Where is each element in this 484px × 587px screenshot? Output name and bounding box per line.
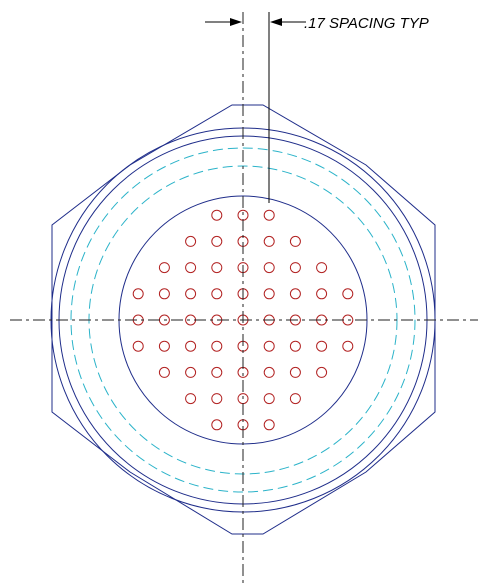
pin-hole bbox=[211, 209, 223, 221]
pin-hole bbox=[211, 366, 223, 378]
pin-hole bbox=[211, 419, 223, 431]
pin-hole bbox=[316, 366, 328, 378]
pin-hole bbox=[132, 288, 144, 300]
pin-hole-pattern bbox=[132, 209, 354, 431]
pin-hole bbox=[342, 340, 354, 352]
pin-hole bbox=[316, 340, 328, 352]
pin-hole bbox=[237, 209, 249, 221]
pin-hole bbox=[316, 288, 328, 300]
pin-hole bbox=[263, 288, 275, 300]
pin-hole bbox=[132, 340, 144, 352]
pin-hole bbox=[158, 262, 170, 274]
pin-hole bbox=[263, 340, 275, 352]
pin-hole bbox=[158, 288, 170, 300]
pin-hole bbox=[185, 340, 197, 352]
pin-hole bbox=[211, 262, 223, 274]
pin-hole bbox=[185, 235, 197, 247]
pin-hole bbox=[316, 262, 328, 274]
pin-hole bbox=[289, 366, 301, 378]
pin-hole bbox=[185, 288, 197, 300]
pin-hole bbox=[211, 235, 223, 247]
spacing-callout-text: .17 SPACING TYP bbox=[304, 15, 429, 32]
pin-hole bbox=[263, 419, 275, 431]
hidden-thread-circle-outer bbox=[70, 147, 416, 493]
pin-hole bbox=[211, 340, 223, 352]
pin-hole bbox=[289, 235, 301, 247]
pin-hole bbox=[185, 393, 197, 405]
pin-hole bbox=[289, 288, 301, 300]
pin-hole bbox=[211, 288, 223, 300]
dimension-arrow-left-icon bbox=[230, 18, 242, 26]
hex-body-outline bbox=[51, 104, 436, 535]
pin-hole bbox=[342, 288, 354, 300]
pin-hole bbox=[263, 209, 275, 221]
pin-hole bbox=[263, 366, 275, 378]
pin-hole bbox=[158, 340, 170, 352]
pin-hole bbox=[342, 314, 354, 326]
pin-hole bbox=[289, 393, 301, 405]
pin-hole bbox=[263, 235, 275, 247]
pin-hole bbox=[263, 393, 275, 405]
pin-hole bbox=[289, 262, 301, 274]
pin-hole bbox=[158, 366, 170, 378]
pin-hole bbox=[185, 366, 197, 378]
pin-hole bbox=[185, 262, 197, 274]
dimension-arrow-right-icon bbox=[270, 18, 282, 26]
pin-hole bbox=[289, 340, 301, 352]
pin-hole bbox=[211, 393, 223, 405]
pin-hole bbox=[263, 262, 275, 274]
